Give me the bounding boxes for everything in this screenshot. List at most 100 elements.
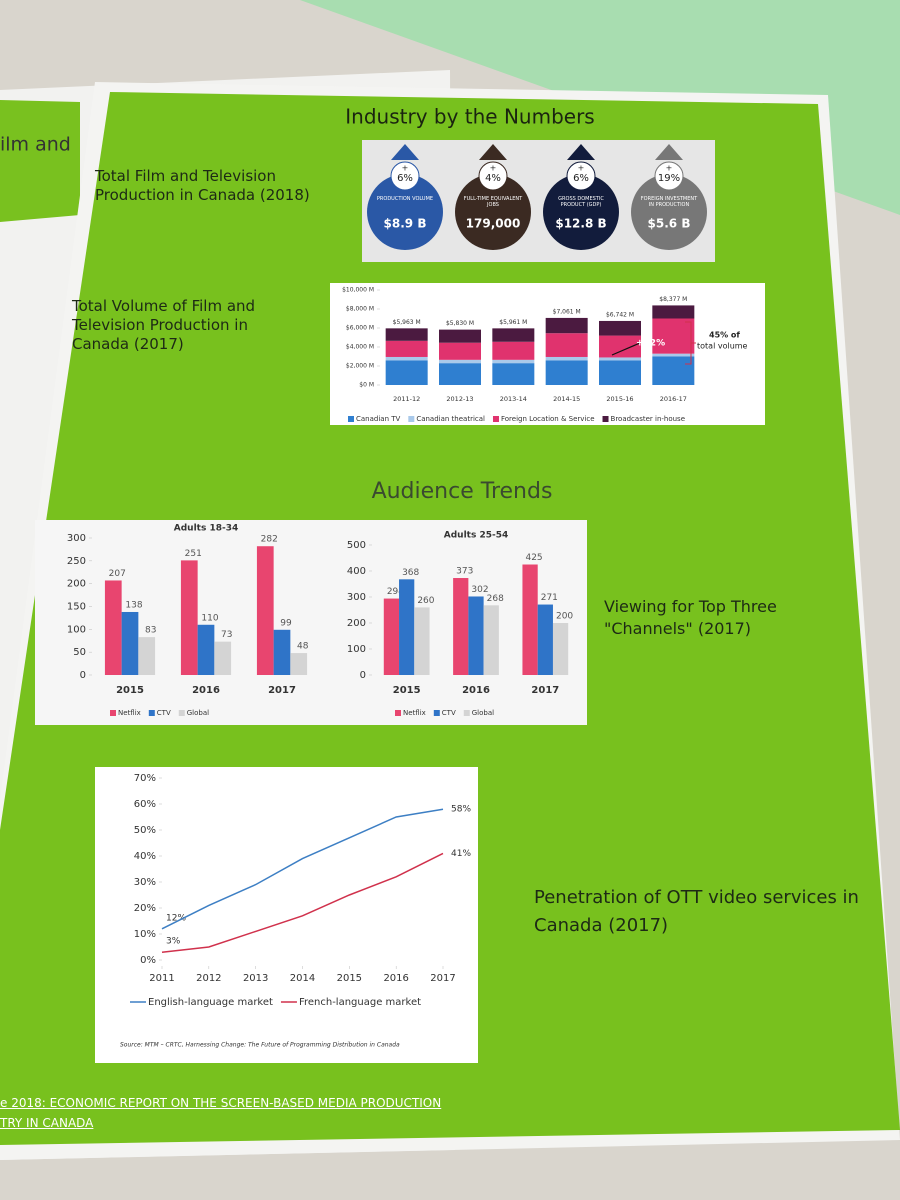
stat-sign: + (578, 164, 585, 173)
x-tick-label: 2015 (393, 685, 421, 696)
x-tick-label: 2016 (383, 973, 408, 984)
y-tick-label: $4,000 M (346, 344, 374, 351)
y-tick-label: $8,000 M (346, 306, 374, 313)
y-tick-label: 300 (347, 592, 366, 603)
bar-segment (652, 318, 695, 354)
value-label: 200 (556, 612, 573, 622)
legend-label: CTV (442, 709, 456, 717)
stat-change: 4% (485, 173, 501, 184)
stat-value: $12.8 B (555, 217, 606, 231)
x-tick-label: 2012 (196, 973, 221, 984)
stat-arrow (479, 144, 507, 160)
stat-label: FOREIGN INVESTMENT IN PRODUCTION (640, 196, 698, 208)
y-tick-label: 20% (134, 903, 156, 914)
annotation-arrow (611, 342, 641, 356)
y-tick-label: $2,000 M (346, 363, 374, 370)
bar (453, 578, 469, 675)
legend-label: Global (472, 709, 494, 717)
bar (483, 605, 499, 675)
y-tick-label: 30% (134, 877, 156, 888)
stat-change: 19% (658, 173, 680, 184)
y-tick-label: 200 (347, 618, 366, 629)
line (161, 852, 444, 953)
stat-badge (390, 161, 420, 191)
x-tick-label: 2011-12 (393, 395, 420, 403)
annotation-bracket (685, 321, 696, 365)
y-tick-label: 250 (67, 556, 86, 567)
x-tick-label: 2016 (192, 685, 220, 696)
y-tick-label: 150 (67, 602, 86, 613)
legend-swatch (492, 416, 499, 422)
legend-label: Netflix (118, 709, 141, 717)
page-title: Industry by the Numbers (345, 105, 594, 129)
y-tick-label: 70% (134, 773, 156, 784)
x-tick-label: 2015 (116, 685, 144, 696)
y-tick-label: $6,000 M (346, 325, 374, 332)
stat-badge (478, 161, 508, 191)
stat-label: GROSS DOMESTIC PRODUCT (GDP) (558, 196, 604, 208)
value-label: 99 (280, 618, 292, 628)
x-tick-label: 2017 (531, 685, 559, 696)
value-label: 271 (541, 593, 558, 603)
value-label: 41% (451, 849, 471, 859)
stat-value: $5.6 B (648, 217, 691, 231)
bar-segment (545, 356, 588, 361)
caption: Viewing for Top Three "Channels" (2017) (604, 597, 777, 638)
y-tick-label: 0% (140, 955, 156, 966)
bar-segment (599, 360, 641, 385)
legend-swatch (433, 710, 440, 716)
chart-subtitle: Adults 25-54 (444, 531, 508, 541)
value-label: 373 (456, 567, 473, 577)
back-page-green (0, 100, 80, 222)
line (161, 808, 444, 930)
bar-segment (385, 340, 428, 357)
value-label: 12% (166, 913, 186, 923)
stat-circle (367, 174, 443, 250)
chart-subtitle: Adults 18-34 (174, 524, 238, 534)
y-tick-label: 100 (347, 644, 366, 655)
y-tick-label: 60% (134, 799, 156, 810)
bar-segment (545, 317, 588, 334)
annotation: total volume (697, 342, 748, 351)
bar-segment (599, 320, 641, 336)
legend-label: CTV (157, 709, 171, 717)
x-tick-label: 2015-16 (606, 395, 633, 403)
y-tick-label: 10% (134, 929, 156, 940)
legend-label: English-language market (148, 997, 273, 1008)
bar-segment (439, 342, 481, 360)
bar (552, 623, 569, 675)
value-label: 368 (402, 568, 419, 578)
legend-swatch (348, 416, 354, 422)
value-label: 282 (261, 535, 278, 545)
legend-label: Broadcaster in-house (611, 415, 686, 423)
bar-segment (545, 333, 588, 357)
x-tick-label: 2017 (430, 973, 455, 984)
value-label: 294 (387, 587, 404, 597)
caption: Total Film and Television Production in … (95, 167, 310, 204)
bar-segment (385, 328, 428, 341)
caption: Total Volume of Film and Television Prod… (72, 297, 256, 353)
y-tick-label: 0 (80, 670, 86, 681)
stat-badge (654, 161, 684, 191)
bar-segment (439, 363, 481, 385)
stat-sign: + (666, 164, 673, 173)
bar-segment (652, 305, 695, 319)
y-tick-label: 50% (134, 825, 156, 836)
bar (121, 611, 139, 675)
y-tick-label: $10,000 M (342, 287, 374, 294)
legend-swatch (110, 710, 116, 716)
legend-swatch (463, 710, 470, 716)
y-tick-label: $0 M (359, 382, 374, 389)
x-tick-label: 2013 (243, 973, 268, 984)
value-label: 73 (221, 630, 232, 640)
y-tick-label: 40% (134, 851, 156, 862)
x-tick-label: 2016 (462, 685, 490, 696)
bar-segment (599, 335, 641, 358)
bar-segment (492, 363, 535, 385)
x-tick-label: 2012-13 (446, 395, 473, 403)
chart-box (95, 767, 478, 1063)
bar (290, 653, 308, 675)
legend-swatch (178, 710, 185, 716)
legend-swatch (395, 710, 401, 716)
